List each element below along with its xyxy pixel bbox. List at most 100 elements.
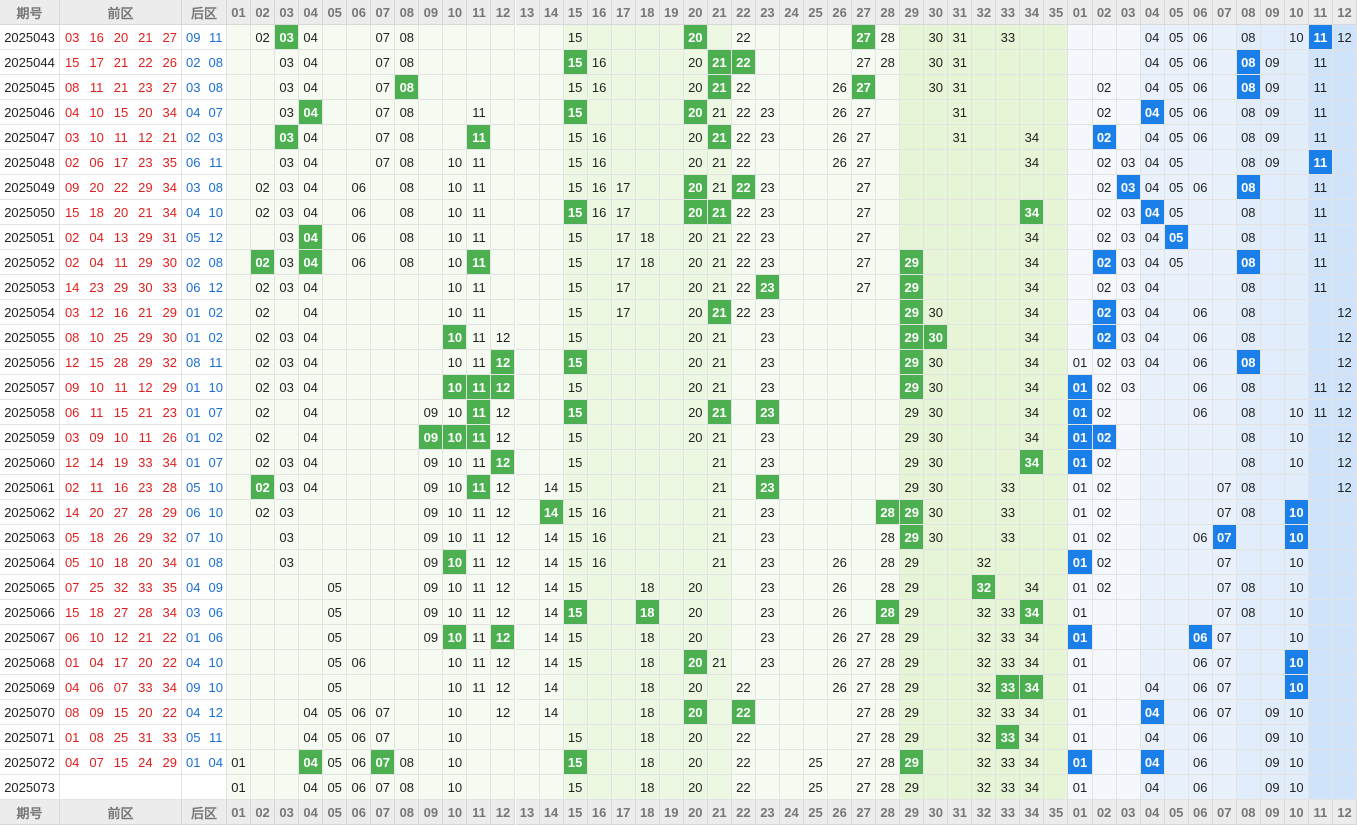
front-bg	[227, 250, 252, 275]
front-trend: 09	[419, 500, 444, 525]
front-number: 08	[60, 75, 85, 100]
header-front-col: 30	[924, 0, 949, 25]
back-trend: 06	[1188, 175, 1213, 200]
footer-front-col: 05	[323, 800, 348, 825]
footer-back-col: 05	[1164, 800, 1189, 825]
front-bg	[659, 525, 684, 550]
back-trend: 04	[1140, 350, 1165, 375]
issue: 2025061	[0, 475, 60, 500]
front-bg	[948, 200, 973, 225]
back-bg	[1116, 725, 1141, 750]
front-trend: 22	[731, 750, 756, 775]
back-trend: 10	[1284, 575, 1309, 600]
front-hit: 12	[491, 350, 516, 375]
back-bg	[1260, 325, 1285, 350]
front-bg	[323, 500, 348, 525]
front-bg	[371, 200, 396, 225]
front-trend: 14	[539, 550, 564, 575]
front-bg	[515, 125, 540, 150]
front-bg	[996, 150, 1021, 175]
front-bg	[347, 75, 372, 100]
back-hit: 04	[1140, 200, 1165, 225]
back-number: 01	[182, 375, 205, 400]
back-number: 03	[204, 125, 227, 150]
front-number: 15	[84, 350, 109, 375]
front-number: 03	[60, 25, 85, 50]
front-trend: 16	[587, 150, 612, 175]
front-hit: 32	[972, 575, 997, 600]
front-bg	[491, 750, 516, 775]
header-back-col: 12	[1332, 0, 1357, 25]
back-hit: 08	[1236, 350, 1261, 375]
back-trend: 04	[1140, 275, 1165, 300]
front-bg	[347, 25, 372, 50]
back-bg	[1308, 425, 1333, 450]
front-hit: 02	[251, 250, 276, 275]
front-bg	[323, 475, 348, 500]
back-bg	[1332, 225, 1357, 250]
front-trend: 07	[371, 125, 396, 150]
front-bg	[876, 125, 901, 150]
front-trend: 08	[395, 100, 420, 125]
front-bg	[804, 175, 829, 200]
front-bg	[323, 375, 348, 400]
back-trend: 04	[1140, 675, 1165, 700]
front-bg	[323, 200, 348, 225]
back-trend: 04	[1140, 50, 1165, 75]
front-number: 09	[60, 175, 85, 200]
front-bg	[876, 75, 901, 100]
front-bg	[1044, 725, 1069, 750]
front-bg	[515, 700, 540, 725]
front-bg	[251, 125, 276, 150]
header-front-col: 31	[948, 0, 973, 25]
front-trend: 27	[852, 700, 877, 725]
back-bg	[1116, 700, 1141, 725]
back-hit: 02	[1092, 300, 1117, 325]
header-front-col: 21	[707, 0, 732, 25]
back-bg	[1308, 625, 1333, 650]
front-trend: 17	[611, 175, 636, 200]
front-bg	[587, 250, 612, 275]
front-bg	[347, 300, 372, 325]
header-front-col: 22	[731, 0, 756, 25]
issue: 2025053	[0, 275, 60, 300]
front-number: 27	[157, 25, 182, 50]
front-trend: 08	[395, 25, 420, 50]
front-trend: 02	[251, 275, 276, 300]
front-hit: 20	[683, 175, 708, 200]
front-hit: 11	[467, 400, 492, 425]
back-trend: 01	[1068, 675, 1093, 700]
front-bg	[371, 300, 396, 325]
front-bg	[371, 175, 396, 200]
front-bg	[587, 100, 612, 125]
front-bg	[1044, 575, 1069, 600]
header-front-col: 20	[683, 0, 708, 25]
front-bg	[635, 525, 660, 550]
header-back-col: 02	[1092, 0, 1117, 25]
front-bg	[323, 25, 348, 50]
front-trend: 02	[251, 175, 276, 200]
front-bg	[443, 25, 468, 50]
front-hit: 18	[635, 600, 660, 625]
front-bg	[707, 775, 732, 800]
front-bg	[900, 175, 925, 200]
back-bg	[1212, 425, 1237, 450]
back-trend: 10	[1284, 425, 1309, 450]
back-trend: 01	[1068, 525, 1093, 550]
front-bg	[876, 400, 901, 425]
back-trend: 02	[1092, 375, 1117, 400]
footer-front-col: 06	[347, 800, 372, 825]
back-trend: 02	[1092, 275, 1117, 300]
back-trend: 01	[1068, 600, 1093, 625]
front-trend: 27	[852, 250, 877, 275]
back-trend: 06	[1188, 75, 1213, 100]
front-number: 21	[133, 200, 158, 225]
front-bg	[587, 650, 612, 675]
front-number: 12	[60, 450, 85, 475]
front-bg	[948, 450, 973, 475]
front-bg	[972, 275, 997, 300]
front-bg	[659, 75, 684, 100]
front-hit: 20	[683, 650, 708, 675]
header-front-col: 07	[371, 0, 396, 25]
front-number: 34	[157, 200, 182, 225]
